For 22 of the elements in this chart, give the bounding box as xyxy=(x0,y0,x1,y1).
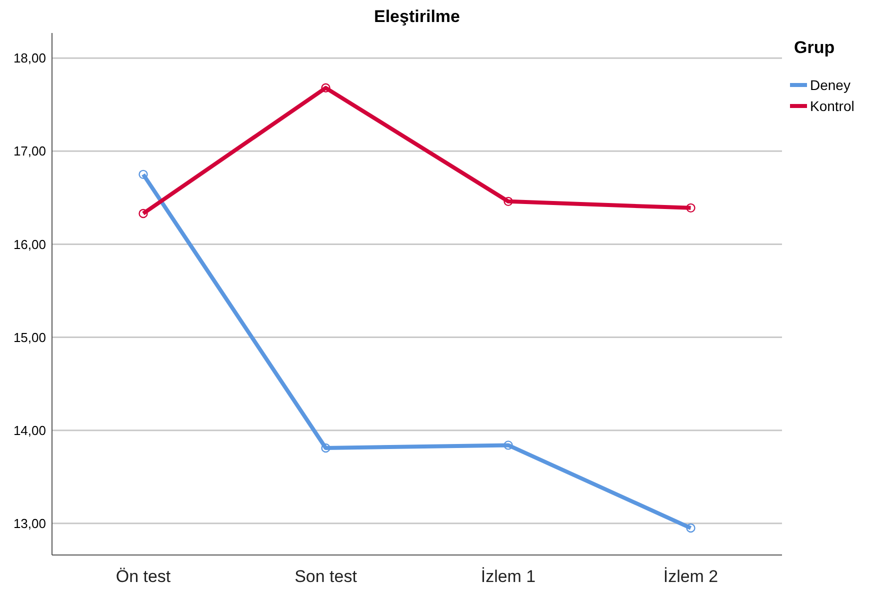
legend-title: Grup xyxy=(794,38,835,57)
point xyxy=(686,203,696,213)
y-tick-label: 17,00 xyxy=(13,144,46,159)
chart-title: Eleştirilme xyxy=(374,7,460,26)
legend-label: Kontrol xyxy=(810,98,854,114)
x-tick-label: İzlem 1 xyxy=(480,567,536,586)
point xyxy=(686,523,696,533)
point xyxy=(504,196,513,206)
point xyxy=(321,443,330,453)
y-tick-label: 13,00 xyxy=(13,516,46,531)
x-tick-label: Ön test xyxy=(116,567,171,586)
x-tick-label: Son test xyxy=(294,567,358,586)
legend-label: Deney xyxy=(810,76,850,93)
point xyxy=(321,83,330,92)
y-tick-label: 18,00 xyxy=(13,50,46,66)
y-tick-label: 15,00 xyxy=(13,330,46,345)
point xyxy=(138,208,148,218)
point xyxy=(504,440,513,450)
point xyxy=(138,170,148,180)
x-tick-label: İzlem 2 xyxy=(663,567,718,586)
y-tick-label: 16,00 xyxy=(13,236,46,252)
y-tick-label: 14,00 xyxy=(13,422,46,438)
